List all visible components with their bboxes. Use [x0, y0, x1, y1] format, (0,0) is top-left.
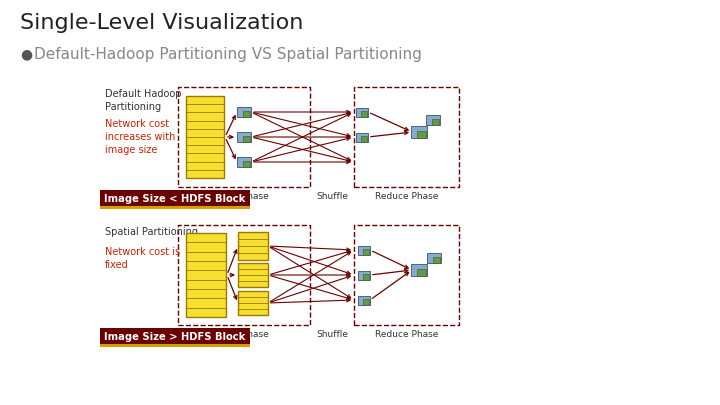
Text: Spatial Partitioning: Spatial Partitioning [105, 227, 198, 237]
Bar [363, 274, 369, 279]
Text: Map Phase: Map Phase [220, 330, 269, 339]
Text: Reduce Phase: Reduce Phase [375, 192, 438, 201]
Bar [243, 111, 251, 117]
Bar [356, 107, 368, 117]
Bar [186, 233, 226, 317]
Bar [358, 271, 370, 279]
Bar [100, 190, 250, 209]
Bar [363, 299, 369, 305]
Bar [238, 232, 268, 260]
Text: Map Phase: Map Phase [220, 192, 269, 201]
Text: Single-Level Visualization: Single-Level Visualization [20, 13, 303, 33]
Bar [238, 263, 268, 287]
Bar [186, 96, 224, 178]
Text: Default Hadoop
Partitioning: Default Hadoop Partitioning [105, 89, 181, 112]
Bar [361, 136, 367, 141]
Bar [100, 328, 250, 347]
Bar [243, 161, 251, 167]
Bar [433, 257, 441, 263]
Bar [418, 269, 426, 276]
Text: Shuffle: Shuffle [316, 330, 348, 339]
Text: Network cost is
fixed: Network cost is fixed [105, 247, 180, 270]
Text: Reduce Phase: Reduce Phase [375, 330, 438, 339]
Bar [243, 136, 251, 142]
Text: Network cost
increases with
image size: Network cost increases with image size [105, 119, 176, 156]
Bar [411, 126, 427, 138]
Bar [361, 111, 367, 117]
Bar [238, 291, 268, 315]
Bar [356, 132, 368, 141]
Bar [237, 157, 251, 167]
Text: Shuffle: Shuffle [316, 192, 348, 201]
Bar [358, 245, 370, 254]
Bar [100, 206, 250, 209]
Bar [363, 249, 369, 254]
Bar [358, 296, 370, 305]
Bar [237, 132, 251, 142]
Bar [411, 264, 427, 276]
Text: ●: ● [20, 47, 32, 61]
Bar [426, 115, 440, 125]
Text: Default-Hadoop Partitioning VS Spatial Partitioning: Default-Hadoop Partitioning VS Spatial P… [34, 47, 422, 62]
Text: Image Size > HDFS Block: Image Size > HDFS Block [104, 332, 246, 341]
Bar [431, 119, 439, 125]
Bar [427, 253, 441, 263]
Text: Image Size < HDFS Block: Image Size < HDFS Block [104, 194, 246, 203]
Bar [418, 131, 426, 138]
Bar [237, 107, 251, 117]
Bar [100, 344, 250, 347]
